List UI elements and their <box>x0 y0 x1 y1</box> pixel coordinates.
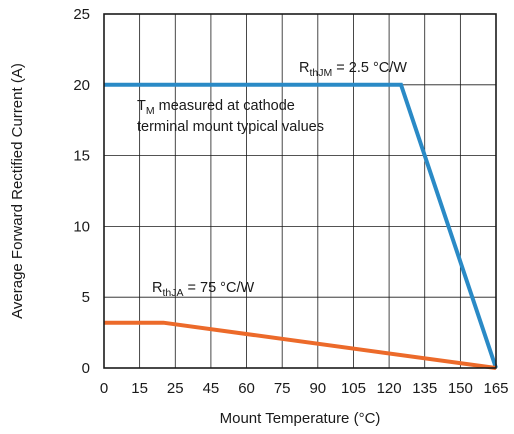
x-tick-label: 75 <box>274 380 291 397</box>
x-tick-label: 15 <box>131 380 148 397</box>
y-tick-label: 15 <box>73 148 90 165</box>
annotation-tm-measured-line2: terminal mount typical values <box>137 119 324 135</box>
x-tick-label: 25 <box>167 380 184 397</box>
y-tick-label: 25 <box>73 6 90 23</box>
x-tick-label: 105 <box>341 380 366 397</box>
series <box>104 82 498 370</box>
x-tick-label: 165 <box>483 380 508 397</box>
y-axis-label: Average Forward Rectified Current (A) <box>9 63 26 319</box>
x-tick-label: 0 <box>100 380 108 397</box>
y-tick-label: 0 <box>82 360 90 377</box>
plot-frame <box>103 13 497 369</box>
x-tick-label: 120 <box>377 380 402 397</box>
annotation-tm-measured: TM measured at cathode <box>137 98 295 117</box>
y-tick-label: 10 <box>73 218 90 235</box>
series-line-1 <box>104 82 498 369</box>
x-tick-label: 45 <box>203 380 220 397</box>
x-axis-label: Mount Temperature (°C) <box>220 410 381 427</box>
x-tick-label: 90 <box>309 380 326 397</box>
x-tick-label: 150 <box>448 380 473 397</box>
x-tick-label: 135 <box>412 380 437 397</box>
series-line-2 <box>104 320 497 370</box>
y-tick-label: 5 <box>82 289 90 306</box>
tick-labels: 0 15 25 45 60 75 90 105 120 135 150 165 0 5 10 15 20 25 <box>73 6 508 397</box>
y-tick-label: 20 <box>73 77 90 94</box>
annotation-rthjm: RthJM = 2.5 °C/W <box>299 60 407 79</box>
x-tick-label: 60 <box>238 380 255 397</box>
annotation-rthja: RthJA = 75 °C/W <box>152 280 254 299</box>
